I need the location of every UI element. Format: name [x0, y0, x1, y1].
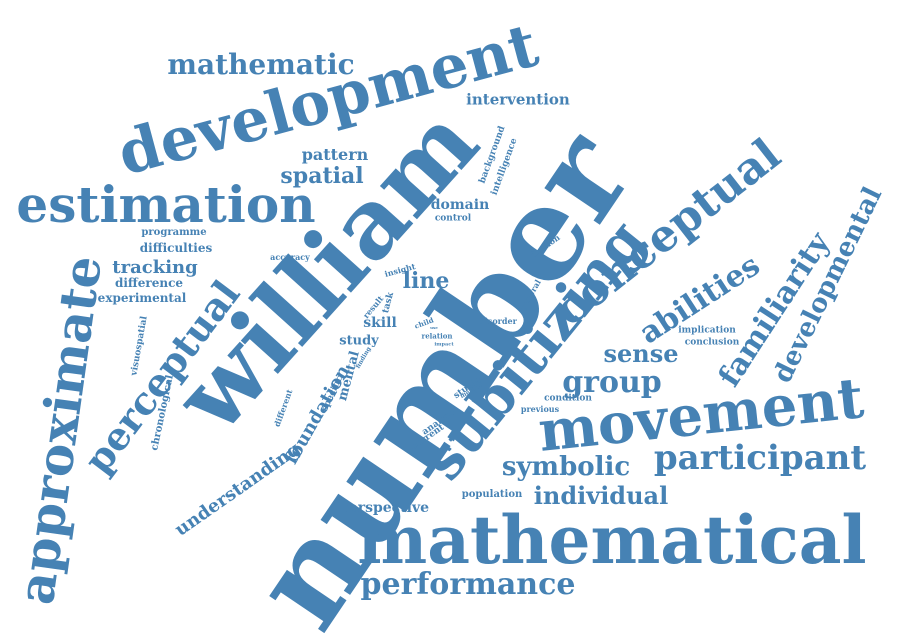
- word-previous: previous: [520, 404, 560, 414]
- word-mathematic: mathematic: [167, 48, 355, 81]
- word-disorder: disorder: [479, 316, 517, 326]
- word-perspective: perspective: [338, 500, 430, 516]
- word-use: use: [430, 325, 438, 330]
- word-study: study: [339, 333, 379, 349]
- word-group: group: [562, 365, 662, 400]
- word-difference: difference: [114, 276, 184, 290]
- word-skill: skill: [363, 315, 397, 331]
- word-intervention: intervention: [466, 90, 570, 109]
- word-implication: implication: [678, 325, 736, 336]
- word-mathematical: mathematical: [357, 501, 867, 579]
- word-participant: participant: [653, 438, 867, 478]
- word-estimation: estimation: [16, 175, 316, 234]
- word-symbolic: symbolic: [501, 452, 631, 482]
- word-pattern: pattern: [301, 145, 369, 164]
- word-relation: relation: [421, 331, 453, 341]
- word-tracking: tracking: [112, 257, 198, 278]
- word-accuracy: accuracy: [270, 252, 310, 262]
- word-population: population: [461, 489, 523, 500]
- word-sense: sense: [603, 339, 679, 368]
- word-control: control: [434, 213, 472, 224]
- word-performance: performance: [360, 567, 576, 602]
- word-programme: programme: [141, 227, 207, 238]
- word-experimental: experimental: [97, 291, 187, 305]
- word-spatial: spatial: [280, 163, 364, 189]
- word-task: task: [380, 291, 397, 315]
- word-impact: impact: [434, 341, 454, 348]
- word-domain: domain: [430, 197, 490, 213]
- word-difficulties: difficulties: [139, 241, 213, 255]
- word-individual: individual: [533, 481, 669, 510]
- word-line: line: [402, 268, 450, 294]
- word-condition: condition: [544, 393, 592, 404]
- word-conclusion: conclusion: [684, 337, 740, 348]
